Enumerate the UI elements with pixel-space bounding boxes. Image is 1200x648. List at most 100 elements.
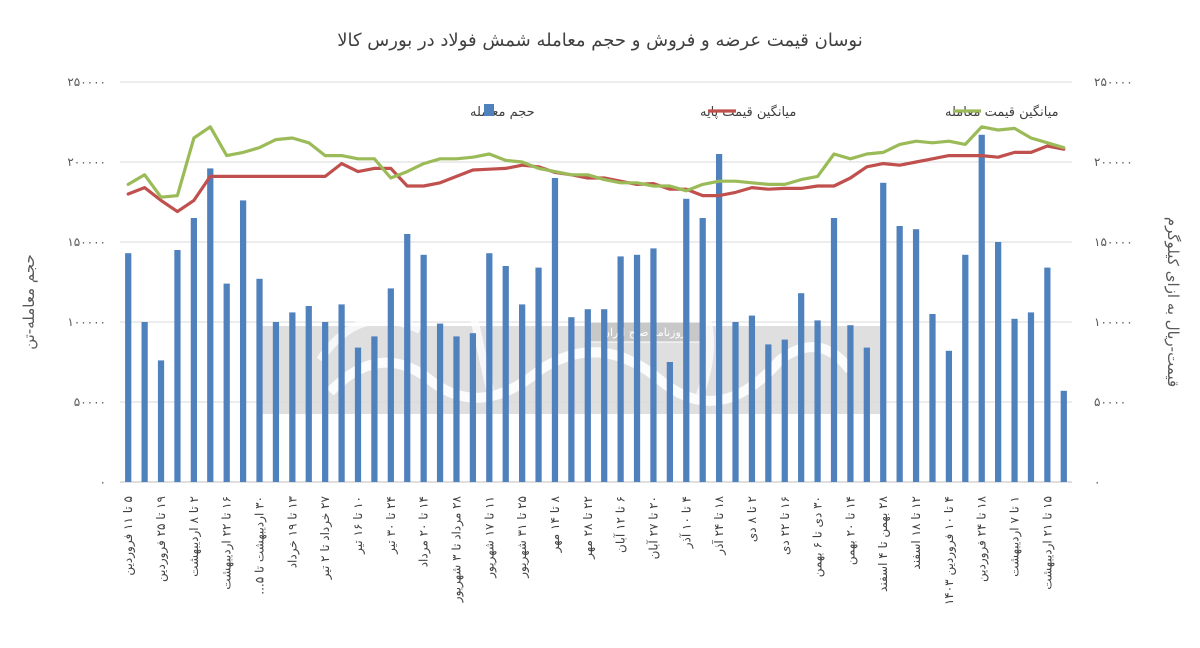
- bar: [256, 278, 263, 482]
- legend-label: میانگین قیمت پایه: [700, 104, 796, 120]
- x-axis-labels: ۵ تا ۱۱ فروردین ۱۹ تا ۲۵ فروردین ۲ تا ۸ ار…: [121, 495, 1055, 605]
- x-tick-label: ۲ تا ۸ دی: [745, 496, 759, 542]
- bar: [683, 198, 690, 483]
- bar: [748, 315, 756, 482]
- bar: [436, 323, 444, 482]
- bar: [1011, 318, 1018, 482]
- bar: [912, 229, 920, 482]
- x-tick-label: ۲۸ بهمن تا ۴ اسفند: [876, 495, 891, 591]
- x-tick-label: ۴ تا ۱۰ فروردین ۱۴۰۳: [942, 496, 957, 605]
- bar: [732, 322, 739, 482]
- y-tick-left: ۱۰۰۰۰۰: [67, 315, 106, 329]
- bar: [798, 293, 805, 482]
- bar: [929, 314, 936, 482]
- legend-swatch: [484, 104, 494, 116]
- watermark-logo: روزنامه صبح ایران: [262, 298, 882, 414]
- bar: [190, 218, 197, 482]
- bar: [781, 339, 788, 482]
- bar: [420, 254, 427, 482]
- legend-label: میانگین قیمت معامله: [945, 104, 1059, 120]
- bar: [207, 168, 214, 482]
- bar: [519, 304, 526, 482]
- x-tick-label: ۲۵ تا ۳۱ شهریور: [515, 496, 530, 579]
- x-tick-label: ۱۲ تا ۱۸ اسفند: [909, 496, 923, 570]
- bar: [830, 218, 838, 482]
- bar: [945, 350, 953, 482]
- bar: [584, 309, 591, 482]
- bar: [371, 336, 378, 482]
- y-tick-left: ۰: [100, 475, 106, 489]
- bar: [486, 253, 493, 482]
- y-tick-left: ۱۵۰۰۰۰: [67, 235, 106, 249]
- x-tick-label: ۱۱ تا ۱۷ شهریور: [482, 496, 497, 579]
- bar: [617, 256, 624, 482]
- bar: [633, 254, 641, 482]
- y-tick-left: ۲۵۰۰۰۰: [67, 75, 106, 89]
- watermark-stroke: [326, 342, 854, 406]
- x-tick-label: ۱۸ تا ۲۴ آذر: [711, 495, 727, 555]
- bar: [338, 304, 345, 482]
- y-tick-right: ۲۵۰۰۰۰: [1094, 75, 1133, 89]
- bar: [568, 317, 575, 482]
- bar: [125, 253, 132, 482]
- bar: [765, 344, 772, 482]
- bar: [995, 242, 1002, 482]
- bar: [962, 254, 969, 482]
- bar: [699, 218, 706, 482]
- x-tick-label: ۱۴ تا ۲۰ مرداد: [417, 496, 432, 567]
- y-tick-right: ۱۰۰۰۰۰: [1094, 315, 1133, 329]
- series-line: [126, 125, 1066, 199]
- x-tick-label: ۲۰ تا ۲۷ آبان: [645, 496, 660, 559]
- bar: [1060, 390, 1067, 482]
- x-tick-label: ۱ تا ۷ اردیبهشت: [1008, 496, 1023, 577]
- bar: [387, 288, 394, 482]
- bar: [1044, 267, 1051, 482]
- x-tick-label: ۴ تا ۱۰ آذر: [678, 496, 694, 549]
- bar: [1027, 312, 1035, 482]
- y-axis-right-ticks: ۰ ۵۰۰۰۰ ۱۰۰۰۰۰ ۱۵۰۰۰۰ ۲۰۰۰۰۰ ۲۵۰۰۰۰: [1094, 75, 1133, 489]
- bar: [551, 178, 559, 482]
- x-tick-label: ۳۰ اردیبهشت تا ۵...: [253, 496, 268, 595]
- x-tick-label: ۱۴ تا ۲۰ بهمن: [843, 496, 858, 565]
- chart-title: نوسان قیمت عرضه و فروش و حجم معامله شمش …: [337, 30, 862, 51]
- x-tick-label: ۱۳ تا ۱۹ خرداد: [285, 495, 300, 568]
- y-tick-right: ۱۵۰۰۰۰: [1094, 235, 1133, 249]
- x-tick-label: ۱۶ تا ۲۲ اردیبهشت: [220, 496, 235, 590]
- x-tick-label: ۳۰ دی تا ۶ بهمن: [811, 496, 826, 577]
- x-tick-label: ۲۴ تا ۳۰ تیر: [384, 496, 399, 555]
- bar: [174, 250, 181, 482]
- y-tick-right: ۵۰۰۰۰: [1094, 395, 1126, 409]
- bar: [814, 320, 821, 482]
- bar: [469, 333, 477, 482]
- bar: [157, 360, 165, 482]
- bar: [535, 267, 542, 482]
- x-tick-label: ۶ تا ۱۲ آبان: [613, 496, 628, 553]
- y-tick-left: ۲۰۰۰۰۰: [67, 155, 106, 169]
- x-tick-label: ۱۵ تا ۲۱ اردیبهشت: [1040, 496, 1055, 590]
- legend-label: حجم معامله: [470, 105, 535, 120]
- legend: میانگین قیمت معامله میانگین قیمت پایه حجم …: [470, 104, 1059, 120]
- x-tick-label: ۲۸ مرداد تا ۳ شهریور: [450, 495, 465, 603]
- bar: [978, 134, 985, 483]
- x-tick-label: ۵ تا ۱۱ فروردین: [121, 496, 136, 576]
- bar: [880, 182, 887, 483]
- y-tick-right: ۲۰۰۰۰۰: [1094, 155, 1133, 169]
- y-tick-right: ۰: [1094, 475, 1100, 489]
- bar: [322, 322, 329, 482]
- bar: [601, 309, 608, 482]
- bar: [666, 362, 673, 482]
- bar: [715, 154, 723, 482]
- bar: [404, 234, 411, 482]
- bar: [289, 312, 296, 482]
- y-tick-left: ۵۰۰۰۰: [74, 395, 106, 409]
- bar: [847, 325, 854, 482]
- bar: [502, 266, 509, 482]
- bar: [354, 347, 362, 482]
- y-axis-left-ticks: ۰ ۵۰۰۰۰ ۱۰۰۰۰۰ ۱۵۰۰۰۰ ۲۰۰۰۰۰ ۲۵۰۰۰۰: [67, 75, 106, 489]
- y-axis-right-title: قیمت-ریال به ازای کیلوگرم: [1164, 217, 1182, 387]
- bar: [863, 347, 870, 482]
- x-tick-label: ۲۲ تا ۲۸ مهر: [581, 496, 596, 560]
- bar-series: [125, 134, 1067, 483]
- x-tick-label: ۲ تا ۸ اردیبهشت: [187, 496, 202, 577]
